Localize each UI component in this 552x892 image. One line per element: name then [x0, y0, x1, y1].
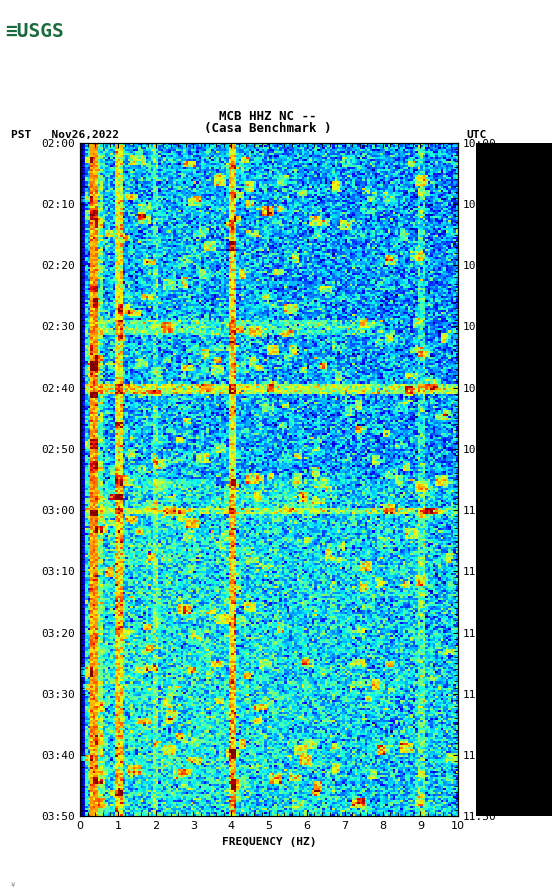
- Text: PST   Nov26,2022: PST Nov26,2022: [11, 130, 119, 140]
- Text: MCB HHZ NC --: MCB HHZ NC --: [219, 110, 316, 123]
- Text: (Casa Benchmark ): (Casa Benchmark ): [204, 121, 331, 135]
- Text: UTC: UTC: [466, 130, 487, 140]
- Text: ≡USGS: ≡USGS: [6, 22, 64, 41]
- Text: ¥: ¥: [11, 881, 15, 888]
- X-axis label: FREQUENCY (HZ): FREQUENCY (HZ): [222, 837, 316, 847]
